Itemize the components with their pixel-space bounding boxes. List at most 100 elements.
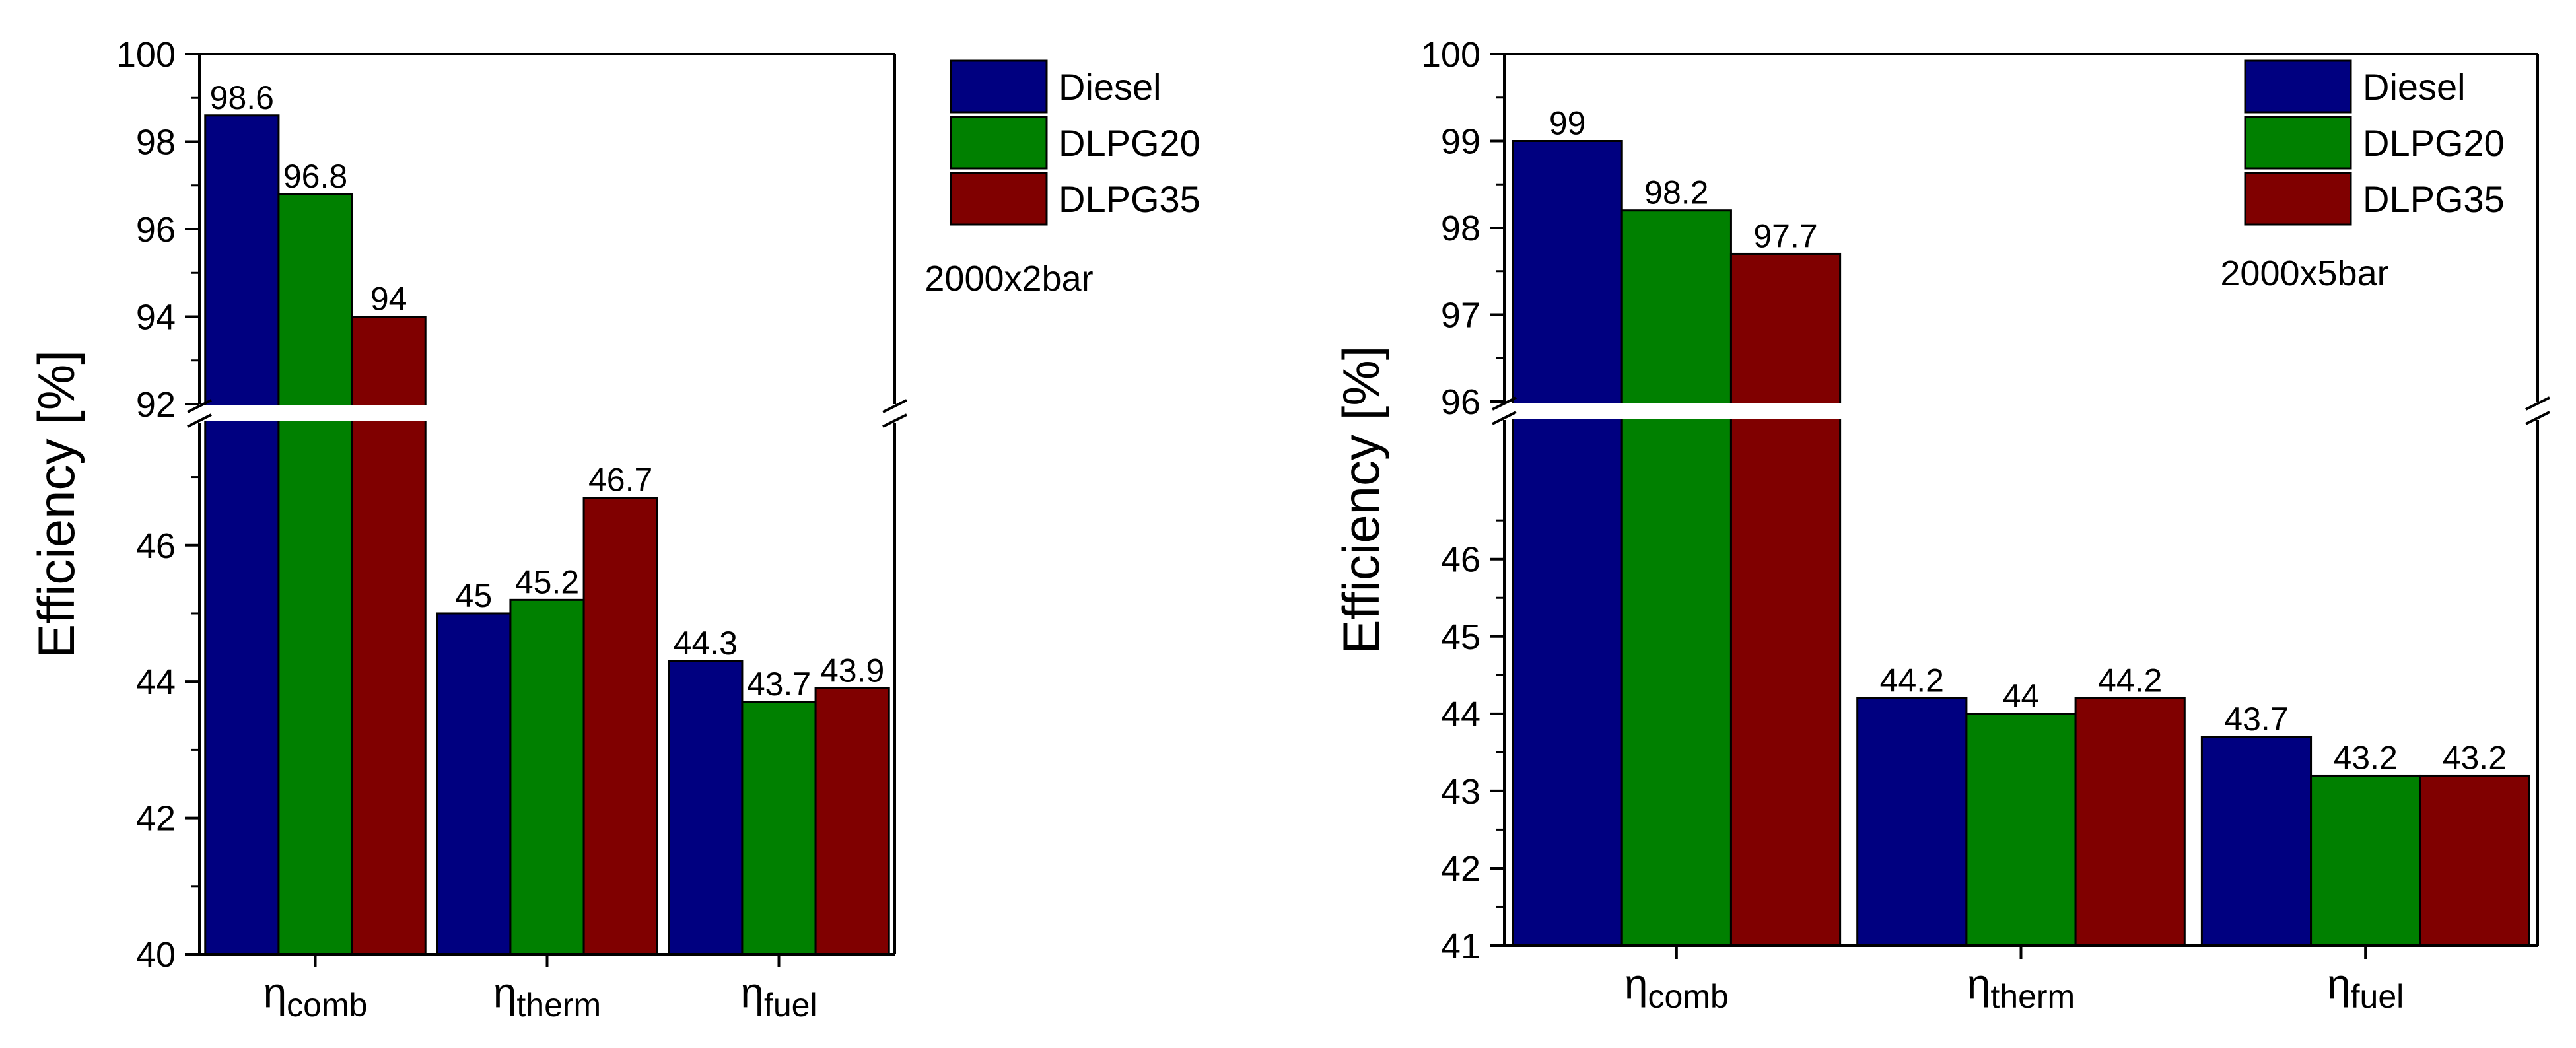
axis-break-mark [2525, 411, 2550, 425]
y-tick-label: 97 [1441, 296, 1480, 335]
data-label: 98.2 [1644, 174, 1708, 211]
data-label: 43.2 [2443, 739, 2507, 776]
x-tick-label: ηtherm [493, 969, 601, 1024]
legend-swatch [950, 116, 1048, 170]
y-tick-label: 46 [136, 526, 176, 566]
y-tick-label: 44 [136, 662, 176, 702]
category-symbol: η [1624, 960, 1648, 1008]
category-symbol: η [263, 969, 287, 1016]
x-tick-label: ηfuel [2327, 960, 2404, 1015]
chart-annotation: 2000x2bar [924, 259, 1093, 298]
bar [668, 660, 744, 956]
bar [1620, 209, 1732, 947]
category-subscript: comb [1648, 978, 1728, 1015]
data-label: 46.7 [588, 462, 652, 499]
y-tick-label: 43 [1441, 772, 1480, 812]
bar [1856, 697, 1968, 947]
bar [1965, 713, 2077, 947]
legend-label: DLPG20 [1059, 122, 1201, 164]
x-tick-label: ηcomb [263, 969, 368, 1024]
bar [1512, 140, 1623, 947]
y-tick-label: 40 [136, 935, 176, 975]
data-label: 96.8 [283, 158, 347, 195]
bar [436, 612, 512, 956]
axis-break-mark [882, 399, 907, 413]
y-tick-label: 44 [1441, 695, 1480, 734]
y-axis-title: Efficiency [%] [27, 350, 85, 658]
category-subscript: fuel [2351, 978, 2404, 1015]
y-tick-label: 96 [136, 210, 176, 250]
legend-label: DLPG35 [2363, 178, 2505, 220]
legend-label: Diesel [2363, 66, 2466, 108]
bar [2419, 774, 2530, 947]
chart-annotation: 2000x5bar [2220, 254, 2388, 293]
axis-break-mark [187, 399, 212, 413]
category-symbol: η [1967, 960, 1991, 1008]
legend-swatch [2244, 116, 2352, 170]
legend-label: Diesel [1059, 66, 1162, 108]
data-label: 45 [456, 577, 493, 614]
y-tick-label: 41 [1441, 926, 1480, 966]
category-subscript: fuel [764, 987, 818, 1024]
y-tick-label: 94 [136, 298, 176, 337]
y-tick-label: 45 [1441, 617, 1480, 657]
bar [2200, 736, 2313, 947]
bar [351, 316, 427, 956]
axis-break-mark [187, 413, 212, 428]
y-tick-label: 100 [1421, 35, 1480, 75]
data-label: 98.6 [210, 79, 274, 116]
data-label: 97.7 [1753, 217, 1817, 254]
y-tick-label: 92 [136, 385, 176, 425]
y-tick-label: 98 [136, 123, 176, 162]
bar [277, 193, 353, 956]
category-subscript: therm [1990, 978, 2075, 1015]
category-symbol: η [2327, 960, 2351, 1008]
legend-swatch [950, 172, 1048, 226]
data-label: 43.9 [820, 652, 884, 689]
legend-label: DLPG20 [2363, 122, 2505, 164]
data-label: 44 [2003, 678, 2040, 715]
x-tick-label: ηtherm [1967, 960, 2075, 1015]
category-subscript: comb [287, 987, 367, 1024]
data-label: 99 [1549, 105, 1586, 142]
y-tick-label: 42 [1441, 849, 1480, 889]
data-label: 44.2 [1880, 662, 1944, 699]
bar [814, 687, 890, 956]
data-label: 44.2 [2098, 662, 2162, 699]
x-tick-label: ηcomb [1624, 960, 1729, 1015]
category-symbol: η [740, 969, 764, 1016]
legend-label: DLPG35 [1059, 178, 1201, 220]
data-label: 44.3 [674, 625, 738, 662]
y-tick-label: 42 [136, 799, 176, 839]
y-tick-label: 99 [1441, 122, 1480, 162]
axis-break-mark [882, 413, 907, 428]
data-label: 94 [370, 281, 407, 318]
legend-swatch [2244, 59, 2352, 114]
axis-break-mark [1492, 411, 1517, 425]
chart-panel-right: 99 98.2 97.7 44.2 44 44.2 43.7 43.2 43.2 96 97 98 99… [1332, 35, 2550, 1015]
axis-break-mark [2525, 396, 2550, 411]
y-tick-label: 96 [1441, 382, 1480, 422]
axis-break-mark [1492, 396, 1517, 411]
y-tick-label: 98 [1441, 209, 1480, 248]
legend-swatch [950, 59, 1048, 114]
data-label: 43.7 [747, 666, 811, 703]
y-axis-title: Efficiency [%] [1332, 346, 1390, 654]
category-subscript: therm [516, 987, 601, 1024]
bar [582, 497, 658, 956]
legend-swatch [2244, 172, 2352, 226]
bar [509, 598, 585, 956]
y-tick-label: 46 [1441, 540, 1480, 580]
bar [2074, 697, 2186, 947]
y-tick-label: 100 [116, 35, 176, 75]
data-label: 43.2 [2334, 739, 2398, 776]
x-tick-label: ηfuel [740, 969, 817, 1024]
axis-break-gap [191, 405, 903, 421]
bar [1729, 252, 1842, 947]
data-label: 45.2 [515, 563, 579, 600]
chart-panel-left: 98.6 96.8 94 45 45.2 46.7 44.343.7 43.9 92 94 96 98… [27, 35, 1201, 1024]
data-label: 43.7 [2224, 701, 2288, 738]
bar [741, 701, 817, 956]
